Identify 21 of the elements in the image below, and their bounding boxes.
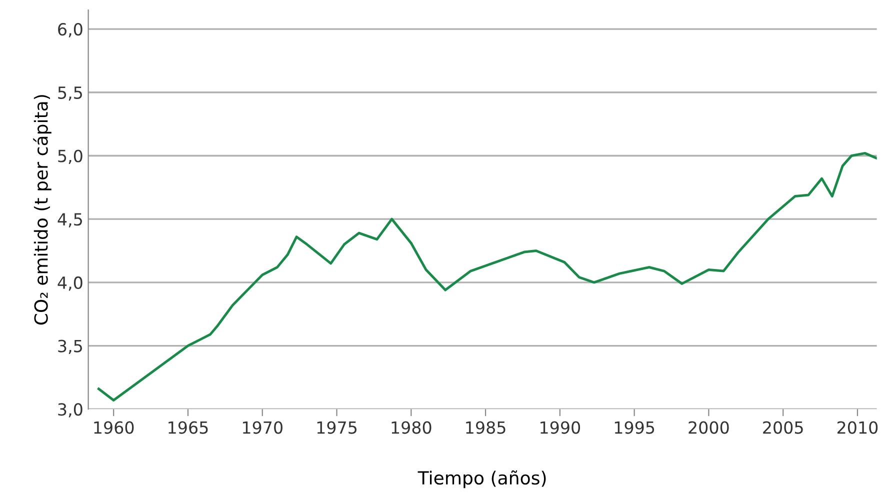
y-tick-label: 3,5 [58,340,82,354]
x-tick-label: 1960 [94,421,134,434]
y-tick-label: 5,5 [58,86,82,101]
x-tick-label: 2005 [763,421,803,434]
y-tick-label: 4,0 [58,276,82,291]
x-tick-label: 1985 [466,421,506,434]
x-tick-label: 1990 [540,421,580,434]
y-axis-title: CO₂ emitido (t per cápita) [33,95,52,325]
x-tick-label: 1995 [614,421,654,434]
x-tick-label: 2000 [688,421,729,434]
x-tick-label: 1970 [242,421,282,434]
x-tick-label: 1975 [317,421,357,434]
x-tick-label: 1965 [168,421,208,434]
y-tick-label: 3,0 [58,403,82,418]
x-tick-label: 2010 [837,421,878,434]
x-axis-title: Tiempo (años) [418,470,546,488]
y-tick-label: 4,5 [58,213,82,228]
x-tick-label: 1980 [392,421,432,434]
line-series [97,152,877,402]
y-tick-label: 5,0 [58,150,82,164]
y-tick-label: 6,0 [58,23,82,38]
